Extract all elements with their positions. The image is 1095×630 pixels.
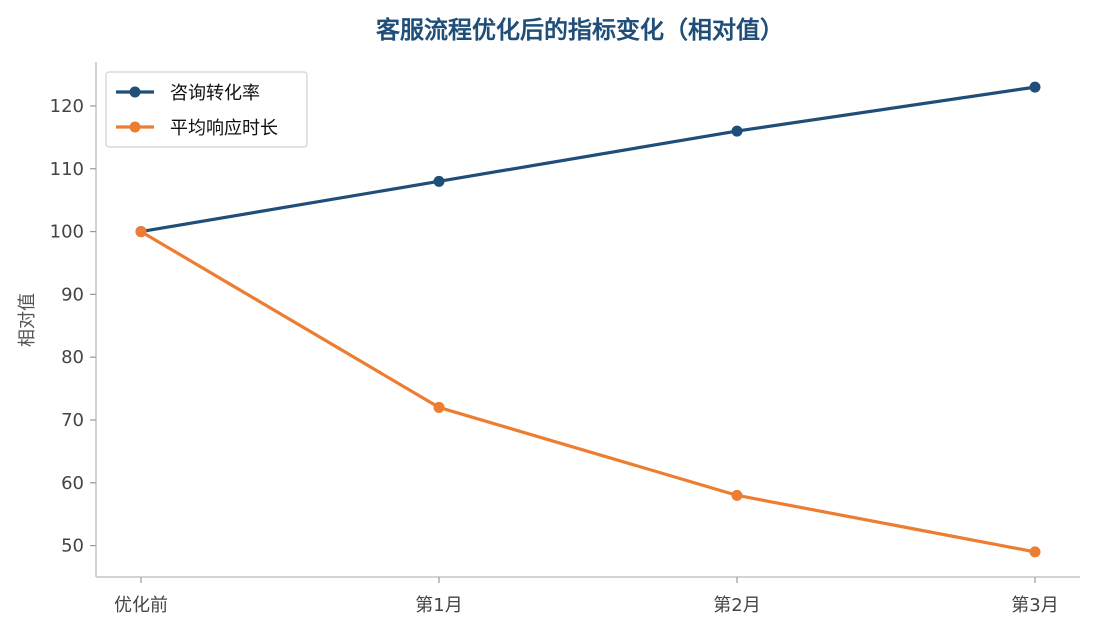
series-line-2: [139, 229, 1037, 554]
y-tick-label: 50: [61, 536, 84, 557]
x-tick-label: 第2月: [713, 595, 760, 616]
x-tick-label: 第3月: [1011, 595, 1058, 616]
x-tick-label: 优化前: [114, 595, 168, 616]
x-tick-label: 第1月: [415, 595, 462, 616]
series-line-1: [139, 85, 1037, 234]
y-tick-label: 110: [50, 159, 84, 180]
data-point: [135, 226, 147, 238]
y-tick-label: 70: [61, 410, 84, 431]
axes: 50 60 70 80 90 100 110 120 优化前 第1月 第2月 第3月: [50, 62, 1080, 616]
y-tick-label: 60: [61, 473, 84, 494]
legend-label: 咨询转化率: [170, 83, 260, 104]
data-point: [433, 401, 445, 413]
legend-swatch-marker: [129, 86, 141, 98]
legend-box: [105, 71, 308, 148]
data-point: [433, 175, 445, 187]
data-point: [731, 489, 743, 501]
chart-title: 客服流程优化后的指标变化（相对值）: [376, 16, 784, 44]
y-axis-label: 相对值: [17, 293, 38, 347]
y-tick-label: 80: [61, 347, 84, 368]
y-tick-label: 90: [61, 284, 84, 305]
legend-swatch-marker: [129, 121, 141, 133]
data-point: [1029, 81, 1041, 93]
data-point: [1029, 546, 1041, 558]
series-layer: [135, 81, 1041, 558]
data-point: [731, 125, 743, 137]
y-tick-label: 120: [50, 96, 84, 117]
y-tick-label: 100: [50, 222, 84, 243]
legend-label: 平均响应时长: [170, 118, 278, 139]
